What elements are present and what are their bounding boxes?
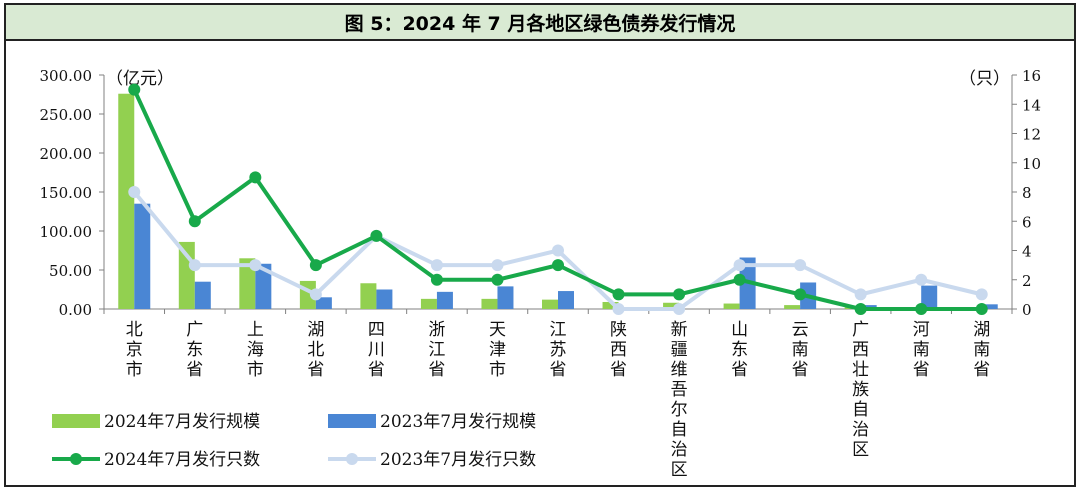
right-axis-tick-label: 8 xyxy=(1022,184,1032,202)
bar-2023 xyxy=(558,291,574,309)
legend-label: 2023年7月发行只数 xyxy=(380,450,536,470)
right-axis-unit-label: （只） xyxy=(959,69,1010,89)
left-axis-tick-label: 100.00 xyxy=(40,223,93,241)
point-2024-count xyxy=(309,259,322,272)
point-2024-count xyxy=(552,259,564,272)
left-axis-unit-label: （亿元） xyxy=(106,69,174,89)
point-2024-count xyxy=(491,273,504,286)
left-axis-tick-label: 250.00 xyxy=(40,106,93,124)
x-axis-category-label: 陕西省 xyxy=(610,320,627,380)
point-2023-count xyxy=(491,259,504,272)
x-axis-category-label: 山东省 xyxy=(731,320,748,380)
chart-frame: 图 5：2024 年 7 月各地区绿色债券发行情况 0.00 50.00 100.0… xyxy=(4,3,1076,487)
right-axis-tick-label: 4 xyxy=(1022,243,1032,261)
right-axis-tick-label: 0 xyxy=(1022,301,1032,319)
left-axis-tick-label: 150.00 xyxy=(40,184,93,202)
point-2024-count xyxy=(370,229,383,242)
bar-2023 xyxy=(981,304,998,309)
bar-2024 xyxy=(481,298,498,309)
x-axis-category-label: 广西壮族自治区 xyxy=(852,320,869,460)
bar-2023 xyxy=(194,281,211,309)
point-2023-count xyxy=(430,259,443,272)
x-axis-category-label: 广东省 xyxy=(186,320,203,380)
bar-2023 xyxy=(315,297,332,309)
point-2023-count xyxy=(673,303,686,315)
point-2024-count xyxy=(733,273,746,286)
point-2023-count xyxy=(249,259,262,272)
left-axis-tick-label: 200.00 xyxy=(40,145,93,163)
legend-label: 2023年7月发行规模 xyxy=(380,412,536,432)
left-axis-tick-label: 0.00 xyxy=(59,301,92,319)
x-axis-category-label: 北京市 xyxy=(126,320,143,380)
point-2024-count xyxy=(854,303,867,315)
point-2023-count xyxy=(733,259,746,272)
point-2024-count xyxy=(794,288,807,301)
x-axis-category-label: 天津市 xyxy=(489,320,506,380)
x-axis-category-label: 上海市 xyxy=(247,320,264,380)
right-axis-tick-label: 10 xyxy=(1022,155,1041,173)
point-2023-count xyxy=(854,288,867,301)
point-2023-count xyxy=(309,288,322,301)
bar-2024 xyxy=(602,301,619,309)
point-2023-count xyxy=(552,244,564,257)
point-2023-count xyxy=(975,288,988,301)
x-axis-category-label: 河南省 xyxy=(913,320,930,380)
legend-swatch xyxy=(52,414,100,428)
bar-2024 xyxy=(420,298,437,309)
right-axis-tick-label: 14 xyxy=(1022,96,1041,114)
bar-2023 xyxy=(134,203,151,309)
point-2023-count xyxy=(915,273,928,286)
chart-canvas: 0.00 50.00 100.00 150.00 200.00 250.00 300.00 0… xyxy=(40,67,1042,480)
point-2024-count xyxy=(188,215,201,228)
left-axis-tick-label: 300.00 xyxy=(40,67,93,85)
bar-2024 xyxy=(118,93,135,309)
point-2024-count xyxy=(128,83,141,96)
bar-2024 xyxy=(784,305,801,309)
bar-2024 xyxy=(663,302,680,309)
point-2024-count xyxy=(975,303,988,315)
bar-2023 xyxy=(921,285,938,309)
point-2024-count xyxy=(430,273,443,286)
legend-marker xyxy=(346,453,358,465)
bar-2023 xyxy=(436,291,453,309)
bar-2024 xyxy=(542,299,558,309)
bar-2023 xyxy=(255,263,272,309)
point-2024-count xyxy=(612,288,625,301)
x-axis-category-label: 新疆维吾尔自治区 xyxy=(671,320,688,480)
right-axis-tick-label: 12 xyxy=(1022,126,1041,144)
x-axis-category-label: 四川省 xyxy=(368,320,385,380)
legend-marker xyxy=(70,453,82,465)
right-axis-tick-label: 6 xyxy=(1022,213,1032,231)
x-axis-category-label: 江苏省 xyxy=(550,320,567,380)
x-axis-category-label: 浙江省 xyxy=(428,320,445,380)
legend-swatch xyxy=(328,414,376,428)
point-2024-count xyxy=(915,303,928,315)
bar-2024 xyxy=(239,258,256,309)
point-2023-count xyxy=(794,259,807,272)
legend-label: 2024年7月发行规模 xyxy=(104,412,260,432)
bar-2024 xyxy=(178,241,195,309)
chart-title: 图 5：2024 年 7 月各地区绿色债券发行情况 xyxy=(6,5,1074,41)
point-2024-count xyxy=(673,288,686,301)
x-axis-category-label: 云南省 xyxy=(792,320,809,380)
point-2023-count xyxy=(128,186,141,198)
right-axis-tick-label: 2 xyxy=(1022,272,1032,290)
right-axis-tick-label: 16 xyxy=(1022,67,1041,85)
point-2023-count xyxy=(188,259,201,272)
bar-2024 xyxy=(723,303,740,309)
bar-2024 xyxy=(360,283,377,309)
point-2023-count xyxy=(612,303,625,315)
legend-label: 2024年7月发行只数 xyxy=(104,450,260,470)
point-2024-count xyxy=(249,171,262,184)
x-axis-category-label: 湖南省 xyxy=(973,320,990,380)
bar-2023 xyxy=(497,286,514,309)
left-axis-tick-label: 50.00 xyxy=(49,262,92,280)
bar-2023 xyxy=(376,289,393,309)
x-axis-category-label: 湖北省 xyxy=(307,320,324,380)
